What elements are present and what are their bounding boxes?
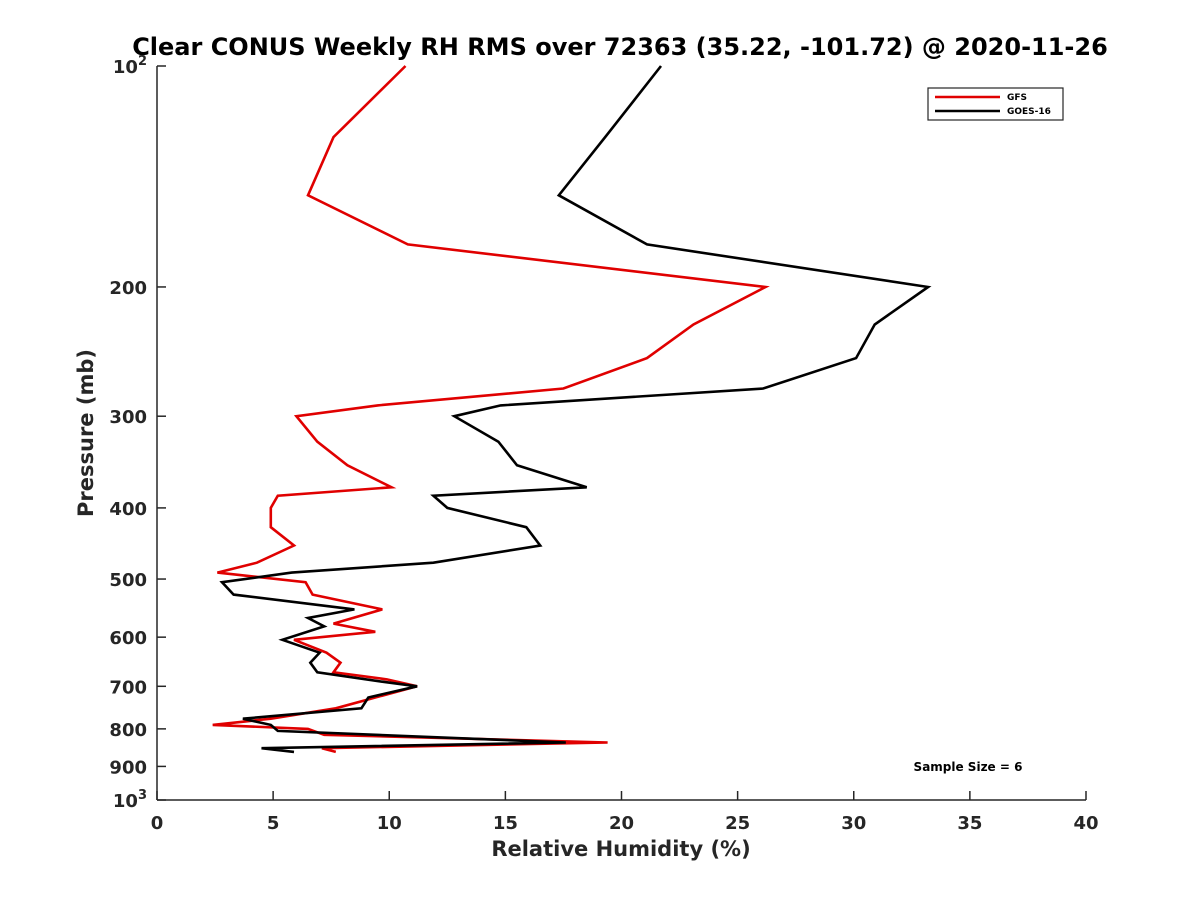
y-tick-label: 300 (109, 407, 147, 428)
y-tick-label: 700 (109, 677, 147, 698)
y-tick-label: 800 (109, 720, 147, 741)
y-tick-label: 600 (109, 628, 147, 649)
x-tick-label: 20 (609, 813, 634, 834)
series-layer (212, 65, 932, 754)
y-tick-label: 103 (113, 788, 147, 812)
y-tick-label: 400 (109, 499, 147, 520)
y-ticks: 102 200 300 400 500 600 700 800 900 103 (109, 54, 166, 812)
x-tick-label: 0 (151, 813, 164, 834)
sample-size-annotation: Sample Size = 6 (914, 760, 1023, 774)
y-tick-label: 102 (113, 54, 147, 78)
series-line-goes-16 (219, 65, 932, 754)
x-tick-label: 30 (841, 813, 866, 834)
x-tick-label: 25 (725, 813, 750, 834)
x-ticks: 0 5 10 15 20 25 30 35 40 (151, 791, 1099, 834)
x-tick-label: 35 (957, 813, 982, 834)
y-tick-label: 200 (109, 278, 147, 299)
y-tick-label: 500 (109, 570, 147, 591)
x-tick-label: 40 (1073, 813, 1098, 834)
x-tick-label: 10 (377, 813, 402, 834)
y-tick-label: 900 (109, 757, 147, 778)
legend-label-goes-16: GOES-16 (1007, 107, 1051, 117)
x-axis-label: Relative Humidity (%) (491, 837, 750, 861)
legend-label-gfs: GFS (1007, 93, 1027, 103)
legend-box (927, 87, 1064, 121)
legend: GFS GOES-16 (927, 87, 1064, 121)
chart-title: Clear CONUS Weekly RH RMS over 72363 (35… (132, 33, 1108, 61)
y-axis-label: Pressure (mb) (74, 349, 98, 517)
series-goes-16 (219, 65, 932, 754)
x-tick-label: 15 (493, 813, 518, 834)
x-tick-label: 5 (267, 813, 280, 834)
